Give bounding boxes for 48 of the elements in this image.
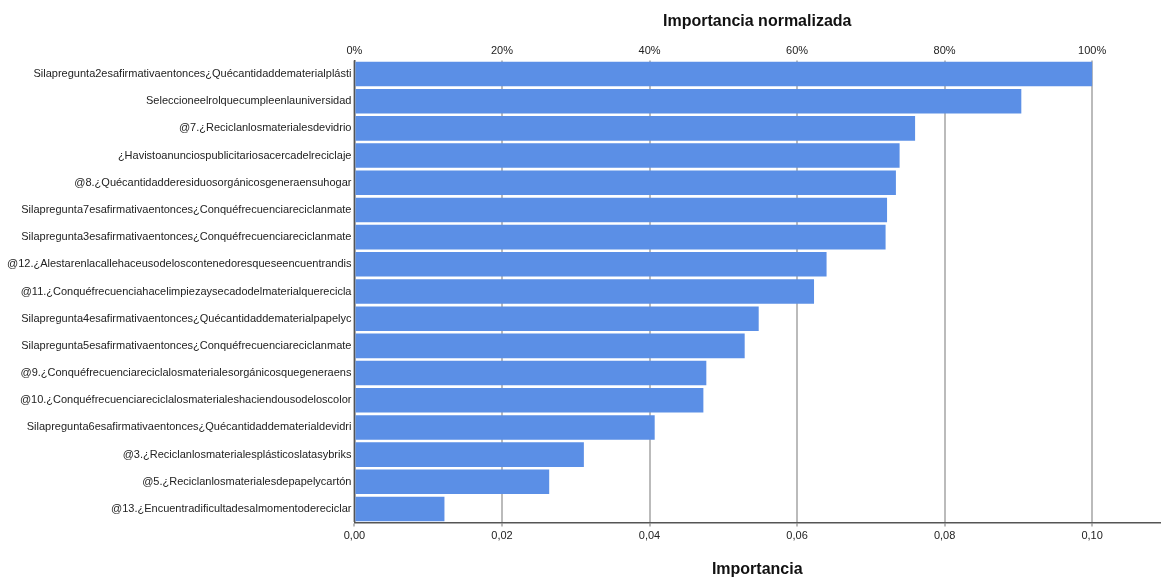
x-tick-label: 0,00: [343, 529, 366, 542]
x2-axis-title: Importancia normalizada: [662, 12, 852, 30]
bar: [355, 170, 896, 196]
y-tick-label: @5.¿Reciclanlosmaterialesdepapelycartón: [142, 474, 352, 487]
bar: [355, 197, 888, 223]
x-axis-title: Importancia: [711, 559, 803, 577]
bar: [355, 333, 745, 359]
bar: [355, 442, 584, 467]
y-tick-label: @3.¿Reciclanlosmaterialesplásticoslatasybriks: [122, 447, 352, 460]
bar: [355, 279, 815, 304]
y-tick-label: Silapregunta5esafirmativaentonces¿Conquéfrecuenciareciclanmate: [21, 338, 352, 351]
bar: [355, 88, 1022, 114]
x2-tick-label: 20%: [490, 43, 514, 56]
y-tick-label: @8.¿Quécantidadderesiduosorgánicosgeneraensuhogar: [74, 175, 352, 188]
x-tick-label: 0,08: [933, 529, 956, 542]
x2-tick-label: 0%: [346, 43, 363, 56]
x2-tick-label: 100%: [1078, 43, 1107, 56]
y-tick-label: @10.¿Conquéfrecuenciareciclalosmaterialeshaciendousodeloscolor: [19, 393, 352, 406]
y-tick-label: @12.¿Alestarenlacallehaceusodeloscontenedoresqueseencuentrandis: [6, 257, 352, 270]
y-tick-label: Silapregunta3esafirmativaentonces¿Conquéfrecuenciareciclanmate: [21, 230, 352, 243]
y-tick-label: Silapregunta2esafirmativaentonces¿Quécantidaddematerialplásti: [33, 67, 352, 80]
bar: [355, 61, 1093, 87]
x2-tick-label: 60%: [786, 43, 809, 56]
bar: [355, 496, 445, 522]
y-tick-label: Silapregunta4esafirmativaentonces¿Quécantidaddematerialpapelyc: [21, 311, 352, 324]
bar: [355, 143, 900, 168]
y-tick-label: Seleccioneelrolquecumpleenlauniversidad: [145, 94, 352, 107]
bar: [355, 387, 704, 413]
x2-tick-label: 80%: [933, 43, 956, 56]
bar: [355, 252, 827, 277]
y-tick-label: @9.¿Conquéfrecuenciareciclalosmaterialesorgánicosquegeneraens: [20, 366, 352, 379]
y-tick-label: Silapregunta7esafirmativaentonces¿Conquéfrecuenciareciclanmate: [21, 202, 352, 215]
x-tick-label: 0,10: [1081, 529, 1103, 542]
x-tick-label: 0,04: [638, 529, 661, 542]
bar: [355, 116, 916, 141]
x2-tick-label: 40%: [638, 43, 661, 56]
y-tick-label: Silapregunta6esafirmativaentonces¿Quécantidaddematerialdevidri: [26, 420, 352, 433]
x-tick-label: 0,06: [786, 529, 808, 542]
y-tick-label: @13.¿Encuentradificultadesalmomentodereciclar: [111, 502, 352, 515]
bar: [355, 469, 550, 495]
bar: [355, 224, 886, 250]
bar: [355, 360, 707, 386]
x-tick-label: 0,02: [491, 529, 513, 542]
y-tick-label: @11.¿Conquéfrecuenciahacelimpiezaysecadodelmaterialquerecicla: [20, 284, 353, 297]
bar: [355, 415, 655, 440]
y-tick-label: @7.¿Reciclanlosmaterialesdevidrio: [178, 121, 352, 134]
y-tick-label: ¿Havistoanunciospublicitariosacercadelreciclaje: [117, 148, 352, 161]
bar: [355, 306, 759, 331]
